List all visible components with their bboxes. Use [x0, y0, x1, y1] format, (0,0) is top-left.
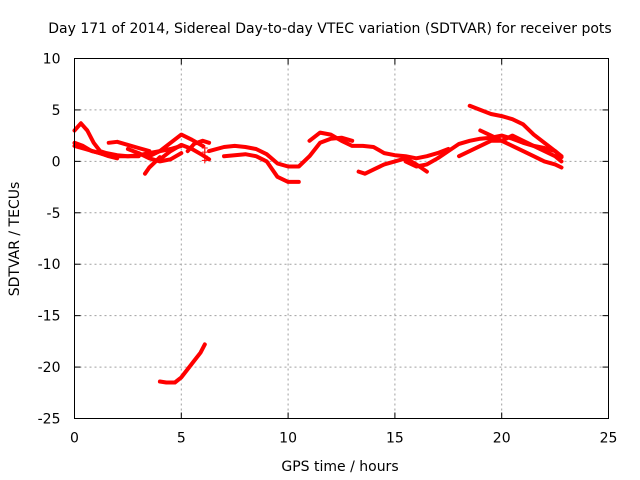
- y-tick-label: -15: [38, 309, 61, 325]
- chart-title: Day 171 of 2014, Sidereal Day-to-day VTE…: [48, 21, 611, 37]
- data-series-arc-3: [72, 140, 120, 161]
- data-series-arc-12: [307, 130, 451, 161]
- data-series-arc-6: [143, 155, 162, 176]
- series-layer: [72, 103, 564, 385]
- y-axis-label: SDTVAR / TECUs: [7, 182, 23, 297]
- x-tick-label: 20: [493, 431, 511, 447]
- y-tick-label: -20: [38, 360, 61, 376]
- x-tick-label: 25: [600, 431, 618, 447]
- x-axis-label: GPS time / hours: [281, 459, 398, 475]
- y-tick-label: 10: [43, 52, 61, 68]
- data-series-arc-15: [467, 103, 564, 160]
- data-series-arc-18: [157, 342, 207, 385]
- x-tick-label: 0: [70, 431, 79, 447]
- data-series-arc-13: [356, 156, 429, 176]
- data-point-cross: [201, 157, 208, 164]
- x-tick-label: 10: [279, 431, 297, 447]
- data-series-arc-4: [106, 139, 152, 154]
- y-tick-label: 5: [52, 103, 61, 119]
- data-series-arc-7: [147, 132, 205, 159]
- y-tick-label: -10: [38, 257, 61, 273]
- x-tick-label: 5: [177, 431, 186, 447]
- data-series-arc-16: [457, 133, 564, 164]
- x-tick-label: 15: [386, 431, 404, 447]
- y-tick-label: 0: [52, 154, 61, 170]
- plot-frame: [74, 58, 609, 419]
- data-series-arc-9: [185, 138, 212, 154]
- axis-ticks: 0 5 10 15 20 25 10 5 0 -5 -10 -15 -20 -25: [38, 52, 618, 447]
- y-tick-label: -25: [38, 412, 61, 428]
- data-series-arc-17: [478, 128, 564, 170]
- data-series-arc-10: [207, 135, 355, 169]
- data-series-arc-11: [222, 152, 301, 184]
- grid-lines: [74, 58, 609, 419]
- y-tick-label: -5: [47, 206, 61, 222]
